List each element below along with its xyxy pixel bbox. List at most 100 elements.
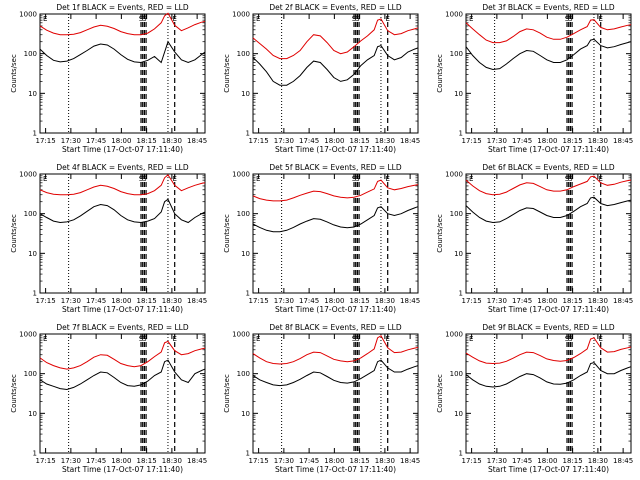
x-axis-label: Start Time (17-Oct-07 17:11:40) xyxy=(275,305,396,314)
x-axis-label: Start Time (17-Oct-07 17:11:40) xyxy=(62,465,183,474)
x-tick-label: 17:15 xyxy=(462,297,482,305)
interval-marker-label: E xyxy=(43,15,47,23)
x-tick-label: 18:30 xyxy=(588,137,608,145)
y-tick-label: 1000 xyxy=(232,171,250,179)
interval-marker-label: S xyxy=(142,15,147,23)
detector-panel-3: Det 3f BLACK = Events, RED = LLD 1 10 100 10… xyxy=(436,3,633,154)
y-tick-label: 1000 xyxy=(19,171,37,179)
x-tick-label: 18:15 xyxy=(350,297,370,305)
interval-marker-label: E xyxy=(172,15,176,23)
x-tick-label: 18:45 xyxy=(187,457,207,465)
x-tick-label: 18:15 xyxy=(137,137,157,145)
y-tick-label: 10 xyxy=(28,410,37,418)
interval-marker-label: S xyxy=(355,175,360,183)
x-axis-label: Start Time (17-Oct-07 17:11:40) xyxy=(275,465,396,474)
x-tick-label: 17:45 xyxy=(299,137,319,145)
events-line xyxy=(39,359,206,391)
x-tick-label: 17:30 xyxy=(61,297,81,305)
panel-title: Det 1f BLACK = Events, RED = LLD xyxy=(56,3,189,12)
x-tick-label: 18:00 xyxy=(537,297,557,305)
x-tick-label: 18:45 xyxy=(613,297,633,305)
x-tick-label: 18:15 xyxy=(350,457,370,465)
lld-line xyxy=(465,337,632,365)
x-tick-label: 17:15 xyxy=(36,297,56,305)
interval-marker-label: S xyxy=(565,15,570,23)
interval-marker-label: E xyxy=(385,175,389,183)
plot-frame xyxy=(465,173,632,294)
y-tick-label: 1000 xyxy=(445,11,463,19)
interval-marker-label: S xyxy=(139,175,144,183)
interval-marker-label: S xyxy=(142,335,147,343)
x-tick-label: 18:30 xyxy=(588,297,608,305)
x-tick-label: 17:15 xyxy=(249,137,269,145)
panel-title: Det 8f BLACK = Events, RED = LLD xyxy=(269,323,402,332)
y-tick-label: 10 xyxy=(28,250,37,258)
y-tick-label: 1 xyxy=(33,450,37,458)
x-tick-label: 17:45 xyxy=(512,137,532,145)
x-tick-label: 17:30 xyxy=(487,137,507,145)
lld-line xyxy=(252,179,419,202)
interval-marker-label: E xyxy=(43,335,47,343)
x-tick-label: 17:30 xyxy=(274,457,294,465)
x-tick-label: 17:45 xyxy=(86,297,106,305)
y-tick-label: 1000 xyxy=(232,331,250,339)
x-tick-label: 18:00 xyxy=(324,297,344,305)
x-axis-label: Start Time (17-Oct-07 17:11:40) xyxy=(488,305,609,314)
x-tick-label: 18:30 xyxy=(375,457,395,465)
lld-line xyxy=(39,12,206,36)
events-line xyxy=(252,359,419,387)
x-tick-label: 17:15 xyxy=(249,297,269,305)
y-tick-label: 10 xyxy=(454,410,463,418)
x-tick-label: 18:00 xyxy=(324,457,344,465)
x-tick-label: 17:30 xyxy=(274,137,294,145)
detector-panel-4: Det 4f BLACK = Events, RED = LLD 1 10 100 10… xyxy=(10,163,207,314)
lld-line xyxy=(252,18,419,60)
y-tick-label: 1 xyxy=(33,130,37,138)
x-tick-label: 18:15 xyxy=(137,457,157,465)
x-tick-label: 18:45 xyxy=(400,297,420,305)
detector-panel-6: Det 6f BLACK = Events, RED = LLD 1 10 100 10… xyxy=(436,163,633,314)
events-line xyxy=(39,40,206,64)
x-tick-label: 17:15 xyxy=(36,457,56,465)
x-tick-label: 18:15 xyxy=(137,297,157,305)
y-tick-label: 10 xyxy=(454,250,463,258)
x-tick-label: 18:45 xyxy=(613,137,633,145)
y-axis-label: Counts/sec xyxy=(10,54,18,93)
events-line xyxy=(252,206,419,233)
plot-frame xyxy=(39,13,206,134)
x-tick-label: 18:00 xyxy=(111,137,131,145)
x-tick-label: 18:30 xyxy=(375,297,395,305)
x-axis-label: Start Time (17-Oct-07 17:11:40) xyxy=(488,145,609,154)
x-tick-label: 17:30 xyxy=(61,137,81,145)
plot-frame xyxy=(465,333,632,454)
y-tick-label: 100 xyxy=(237,50,250,58)
y-tick-label: 1 xyxy=(33,290,37,298)
y-axis-label: Counts/sec xyxy=(436,54,444,93)
lld-line xyxy=(39,174,206,196)
events-line xyxy=(465,196,632,224)
x-tick-label: 18:15 xyxy=(563,297,583,305)
x-tick-label: 17:30 xyxy=(61,457,81,465)
events-line xyxy=(252,45,419,86)
detector-panel-5: Det 5f BLACK = Events, RED = LLD 1 10 100 10… xyxy=(223,163,420,314)
interval-marker-label: S xyxy=(568,175,573,183)
y-axis-label: Counts/sec xyxy=(436,214,444,253)
y-tick-label: 100 xyxy=(450,50,463,58)
interval-marker-label: E xyxy=(598,15,602,23)
plot-frame xyxy=(252,13,419,134)
y-tick-label: 1 xyxy=(246,450,250,458)
x-tick-label: 18:15 xyxy=(563,457,583,465)
interval-marker-label: E xyxy=(469,15,473,23)
interval-marker-label: S xyxy=(352,335,357,343)
x-tick-label: 18:00 xyxy=(324,137,344,145)
y-tick-label: 1 xyxy=(459,290,463,298)
x-tick-label: 18:30 xyxy=(162,137,182,145)
interval-marker-label: S xyxy=(355,15,360,23)
detector-panel-7: Det 7f BLACK = Events, RED = LLD 1 10 100 10… xyxy=(10,323,207,474)
plot-frame xyxy=(39,173,206,294)
panel-title: Det 5f BLACK = Events, RED = LLD xyxy=(269,163,402,172)
x-tick-label: 17:15 xyxy=(36,137,56,145)
y-tick-label: 100 xyxy=(24,50,37,58)
plot-frame xyxy=(252,173,419,294)
